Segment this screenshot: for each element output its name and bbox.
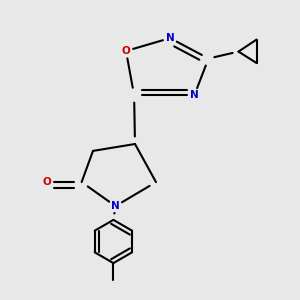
Text: N: N — [111, 201, 120, 211]
Text: O: O — [122, 46, 130, 56]
Text: N: N — [190, 90, 199, 100]
Text: N: N — [166, 33, 175, 43]
Text: O: O — [42, 177, 51, 187]
